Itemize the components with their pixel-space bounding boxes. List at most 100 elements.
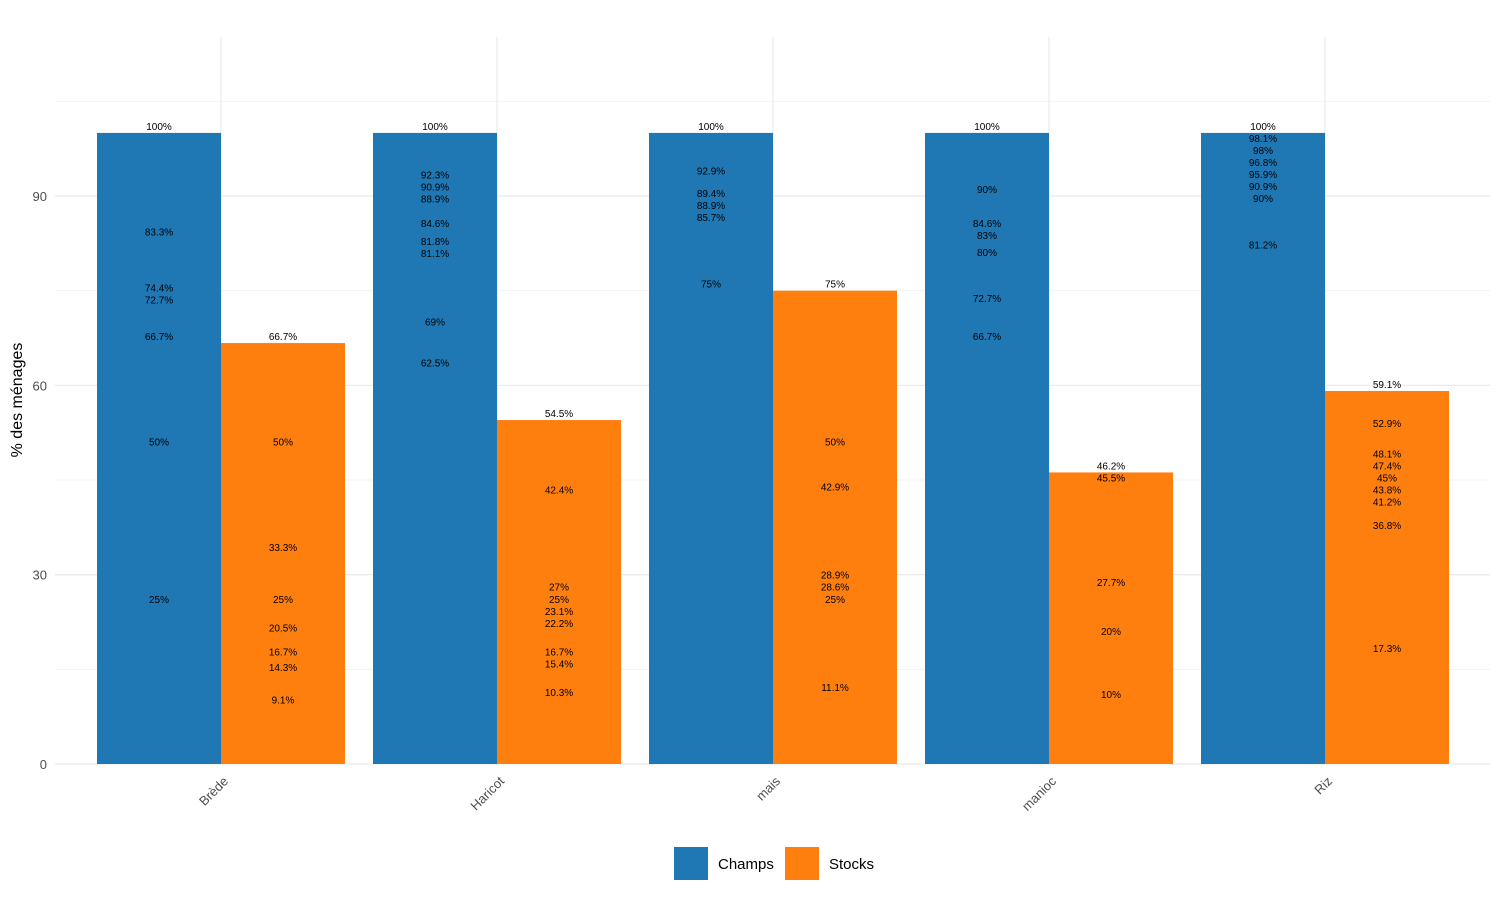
data-label: 54.5% (545, 409, 573, 420)
data-label: 83.3% (145, 227, 173, 238)
legend-label-stocks: Stocks (829, 856, 874, 873)
data-label: 90.9% (421, 182, 449, 193)
data-label: 27.7% (1097, 578, 1125, 589)
y-tick-label: 60 (33, 378, 47, 393)
data-label: 95.9% (1249, 170, 1277, 181)
data-label: 42.4% (545, 485, 573, 496)
legend-swatch-champs (674, 847, 708, 880)
data-label: 72.7% (145, 295, 173, 306)
data-label: 66.7% (269, 332, 297, 343)
data-label: 42.9% (821, 482, 849, 493)
legend-swatch-stocks (785, 847, 819, 880)
data-label: 90% (977, 185, 997, 196)
x-tick-label: manioc (1019, 773, 1060, 814)
data-labels: 100%83.3%74.4%72.7%66.7%50%25%100%92.3%9… (145, 122, 1401, 707)
legend: Champs Stocks (674, 847, 874, 880)
data-label: 25% (149, 595, 169, 606)
data-label: 46.2% (1097, 461, 1125, 472)
bar-stocks (773, 290, 897, 764)
data-label: 10% (1101, 690, 1121, 701)
bar-stocks (497, 420, 621, 764)
y-tick-label: 30 (33, 568, 47, 583)
data-label: 50% (825, 437, 845, 448)
data-label: 100% (698, 122, 724, 133)
data-label: 100% (422, 122, 448, 133)
data-label: 81.2% (1249, 241, 1277, 252)
data-label: 96.8% (1249, 158, 1277, 169)
data-label: 89.4% (697, 189, 725, 200)
data-label: 36.8% (1373, 521, 1401, 532)
bar-stocks (1325, 391, 1449, 764)
data-label: 100% (974, 122, 1000, 133)
x-tick-label: Brède (196, 774, 231, 809)
data-label: 83% (977, 231, 997, 242)
data-label: 15.4% (545, 660, 573, 671)
data-label: 43.8% (1373, 485, 1401, 496)
data-label: 10.3% (545, 688, 573, 699)
data-label: 88.9% (421, 194, 449, 205)
data-label: 98% (1253, 146, 1273, 157)
data-label: 72.7% (973, 294, 1001, 305)
bar-stocks (1049, 472, 1173, 764)
data-label: 45% (1377, 473, 1397, 484)
data-label: 80% (977, 248, 997, 259)
data-label: 66.7% (973, 332, 1001, 343)
data-label: 11.1% (821, 683, 849, 694)
data-label: 84.6% (973, 219, 1001, 230)
data-label: 20.5% (269, 624, 297, 635)
data-label: 50% (149, 437, 169, 448)
bar-champs (1201, 132, 1325, 764)
x-tick-label: Riz (1311, 774, 1335, 798)
data-label: 84.6% (421, 219, 449, 230)
x-tick-label: Haricot (467, 773, 507, 813)
bar-stocks (221, 343, 345, 764)
data-label: 50% (273, 437, 293, 448)
data-label: 23.1% (545, 607, 573, 618)
data-label: 66.7% (145, 332, 173, 343)
data-label: 92.3% (421, 170, 449, 181)
data-label: 16.7% (545, 648, 573, 659)
data-label: 48.1% (1373, 449, 1401, 460)
data-label: 9.1% (272, 696, 295, 707)
bar-champs (649, 132, 773, 764)
data-label: 90.9% (1249, 182, 1277, 193)
legend-label-champs: Champs (718, 856, 774, 873)
data-label: 25% (825, 595, 845, 606)
data-label: 69% (425, 318, 445, 329)
data-label: 20% (1101, 627, 1121, 638)
data-label: 81.1% (421, 249, 449, 260)
bar-champs (373, 132, 497, 764)
data-label: 100% (1250, 122, 1276, 133)
y-tick-label: 0 (40, 757, 47, 772)
y-tick-label: 90 (33, 189, 47, 204)
bar-champs (97, 132, 221, 764)
data-label: 59.1% (1373, 380, 1401, 391)
data-label: 74.4% (145, 283, 173, 294)
data-label: 47.4% (1373, 461, 1401, 472)
bars (97, 132, 1449, 764)
data-label: 90% (1253, 194, 1273, 205)
data-label: 17.3% (1373, 644, 1401, 655)
data-label: 27% (549, 583, 569, 594)
data-label: 98.1% (1249, 134, 1277, 145)
data-label: 92.9% (697, 167, 725, 178)
data-label: 16.7% (269, 648, 297, 659)
data-label: 14.3% (269, 663, 297, 674)
bar-champs (925, 132, 1049, 764)
data-label: 75% (825, 280, 845, 291)
data-label: 75% (701, 280, 721, 291)
data-label: 25% (273, 595, 293, 606)
y-axis-title: % des ménages (9, 343, 26, 458)
data-label: 45.5% (1097, 473, 1125, 484)
data-label: 88.9% (697, 201, 725, 212)
data-label: 41.2% (1373, 497, 1401, 508)
data-label: 22.2% (545, 619, 573, 630)
data-label: 25% (549, 595, 569, 606)
x-tick-label: mais (753, 773, 783, 803)
data-label: 100% (146, 122, 172, 133)
data-label: 28.6% (821, 583, 849, 594)
data-label: 85.7% (697, 213, 725, 224)
data-label: 28.9% (821, 571, 849, 582)
data-label: 81.8% (421, 237, 449, 248)
